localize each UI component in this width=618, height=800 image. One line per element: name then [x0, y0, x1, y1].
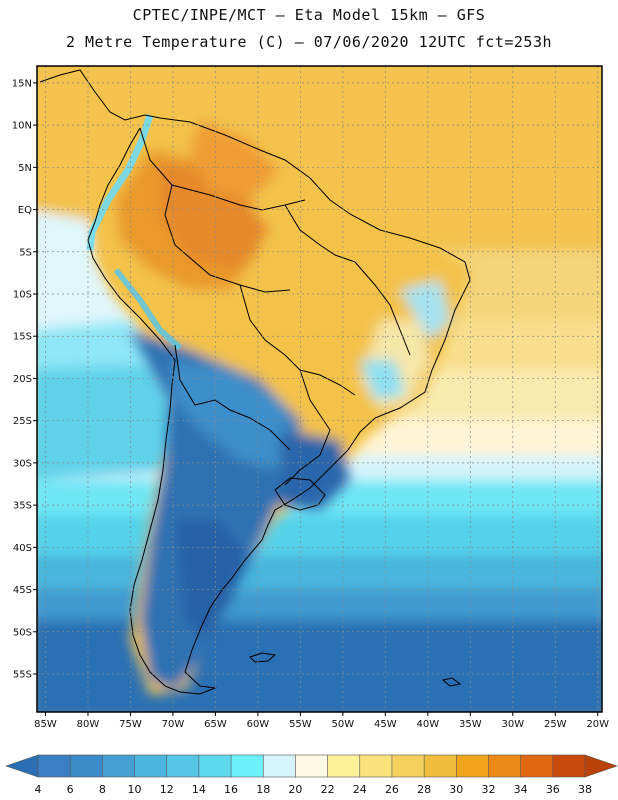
lon-tick-label: 65W	[204, 719, 227, 730]
lon-tick-label: 75W	[119, 719, 142, 730]
lon-tick-label: 35W	[459, 719, 482, 730]
color-legend: 4 6 8 10 12 14 16 18 20 22 24 26 28 30 32 34 36 38	[5, 754, 618, 796]
colorbar-swatch	[166, 754, 200, 778]
colorbar-swatch	[455, 754, 490, 778]
title-line-1: CPTEC/INPE/MCT – Eta Model 15km – GFS	[132, 6, 486, 24]
colorbar-swatch	[198, 754, 232, 778]
colorbar-swatch	[423, 754, 457, 778]
lat-tick-label: 30S	[13, 458, 32, 469]
colorbar-swatch	[327, 754, 361, 778]
colorbar-swatch	[102, 754, 136, 778]
temperature-field	[37, 66, 602, 712]
colorbar-label: 10	[128, 783, 142, 796]
colorbar-swatch	[488, 754, 522, 778]
lat-tick-label: 55S	[13, 670, 32, 681]
lon-tick-label: 80W	[77, 719, 100, 730]
colorbar-label: 12	[160, 783, 174, 796]
lon-tick-label: 85W	[34, 719, 57, 730]
lat-tick-label: 15N	[12, 78, 32, 89]
colorbar-swatch	[134, 754, 168, 778]
colorbar-label: 26	[385, 783, 399, 796]
title-line-2: 2 Metre Temperature (C) – 07/06/2020 12U…	[65, 33, 553, 51]
lat-tick-label: 5S	[19, 247, 32, 258]
lat-tick-label: 40S	[13, 543, 32, 554]
lon-tick-label: 25W	[544, 719, 567, 730]
lon-tick-label: 20W	[586, 719, 609, 730]
colorbar-label: 4	[35, 783, 42, 796]
colorbar-swatch	[359, 754, 393, 778]
colorbar-label: 14	[192, 783, 206, 796]
lat-tick-label: 20S	[13, 374, 32, 385]
lon-tick-label: 45W	[374, 719, 397, 730]
lon-tick-label: 55W	[289, 719, 312, 730]
colorbar-low-arrow	[5, 754, 39, 778]
lat-tick-label: 15S	[13, 332, 32, 343]
lat-tick-label: 5N	[18, 163, 32, 174]
lon-tick-label: 60W	[247, 719, 270, 730]
lon-tick-label: 30W	[501, 719, 524, 730]
colorbar-label: 38	[578, 783, 592, 796]
latitude-axis: 15N 10N 5N EQ 5S 10S 15S 20S 25S 30S 35S 40S 45S 50S 5…	[12, 78, 37, 681]
lon-tick-label: 50W	[332, 719, 355, 730]
map-frame	[36, 65, 603, 713]
colorbar-swatch	[262, 754, 297, 778]
lat-tick-label: 25S	[13, 416, 32, 427]
colorbar-swatch	[552, 754, 586, 778]
lon-tick-label: 40W	[417, 719, 440, 730]
colorbar-label: 24	[353, 783, 367, 796]
colorbar-swatch	[520, 754, 554, 778]
lat-tick-label: 10N	[12, 121, 32, 132]
colorbar-swatch	[230, 754, 264, 778]
colorbar-swatch	[37, 754, 71, 778]
colorbar-swatch	[391, 754, 425, 778]
colorbar-label: 18	[256, 783, 270, 796]
colorbar-label: 20	[288, 783, 302, 796]
lat-tick-label: 35S	[13, 501, 32, 512]
colorbar-swatch	[295, 754, 329, 778]
colorbar-label: 6	[67, 783, 74, 796]
lon-tick-label: 70W	[162, 719, 185, 730]
colorbar-label: 28	[417, 783, 431, 796]
lat-tick-label: 10S	[13, 290, 32, 301]
colorbar-label: 34	[514, 783, 528, 796]
colorbar-label: 36	[546, 783, 560, 796]
colorbar-high-arrow	[584, 754, 618, 778]
colorbar-label: 32	[481, 783, 495, 796]
colorbar-swatch	[69, 754, 103, 778]
longitude-axis: 85W 80W 75W 70W 65W 60W 55W 50W 45W 40W 35W 30W 25W 2…	[34, 712, 609, 730]
lat-tick-label: EQ	[18, 205, 32, 216]
lat-tick-label: 45S	[13, 585, 32, 596]
colorbar-label: 16	[224, 783, 238, 796]
lat-tick-label: 50S	[13, 627, 32, 638]
colorbar-label: 30	[449, 783, 463, 796]
graticule	[37, 66, 602, 712]
colorbar-label: 8	[99, 783, 106, 796]
colorbar-label: 22	[321, 783, 335, 796]
